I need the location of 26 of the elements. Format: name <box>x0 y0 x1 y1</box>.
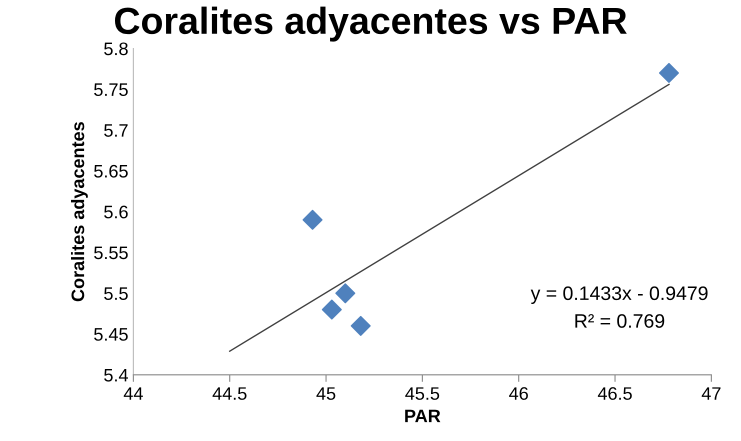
y-tick-label: 5.45 <box>94 328 128 341</box>
y-tick-label: 5.5 <box>104 287 128 300</box>
y-tick-label: 5.55 <box>94 246 128 260</box>
y-tick-label: 5.4 <box>104 368 128 382</box>
y-axis-title: Coralites adyacentes <box>70 122 88 302</box>
y-tick-label: 5.6 <box>104 206 128 218</box>
x-axis-title: PAR <box>405 410 440 422</box>
point <box>335 283 356 304</box>
point <box>302 210 323 230</box>
y-tick-label: 5.8 <box>104 42 128 56</box>
x-tick-label: 46 <box>509 387 528 400</box>
x-tick-label: 44.5 <box>212 387 247 400</box>
chart-title: Coralites adyacentes vs PAR <box>114 6 627 42</box>
y-tick-label: 5.65 <box>94 164 128 178</box>
x-tick-label: 45 <box>316 387 336 400</box>
annotation: R² = 0.769 <box>575 314 664 328</box>
x-tick-label: 46.5 <box>598 387 632 400</box>
x-tick-label: 47 <box>702 387 720 400</box>
annotation: y = 0.1433x - 0.9479 <box>530 286 708 304</box>
x-tick-label: 45.5 <box>405 387 440 400</box>
x-tick-label: 44 <box>124 387 143 400</box>
y-tick-label: 5.7 <box>104 124 128 137</box>
point <box>322 300 342 320</box>
y-tick-label: 5.75 <box>94 83 128 96</box>
point <box>658 62 679 83</box>
point <box>350 316 371 336</box>
